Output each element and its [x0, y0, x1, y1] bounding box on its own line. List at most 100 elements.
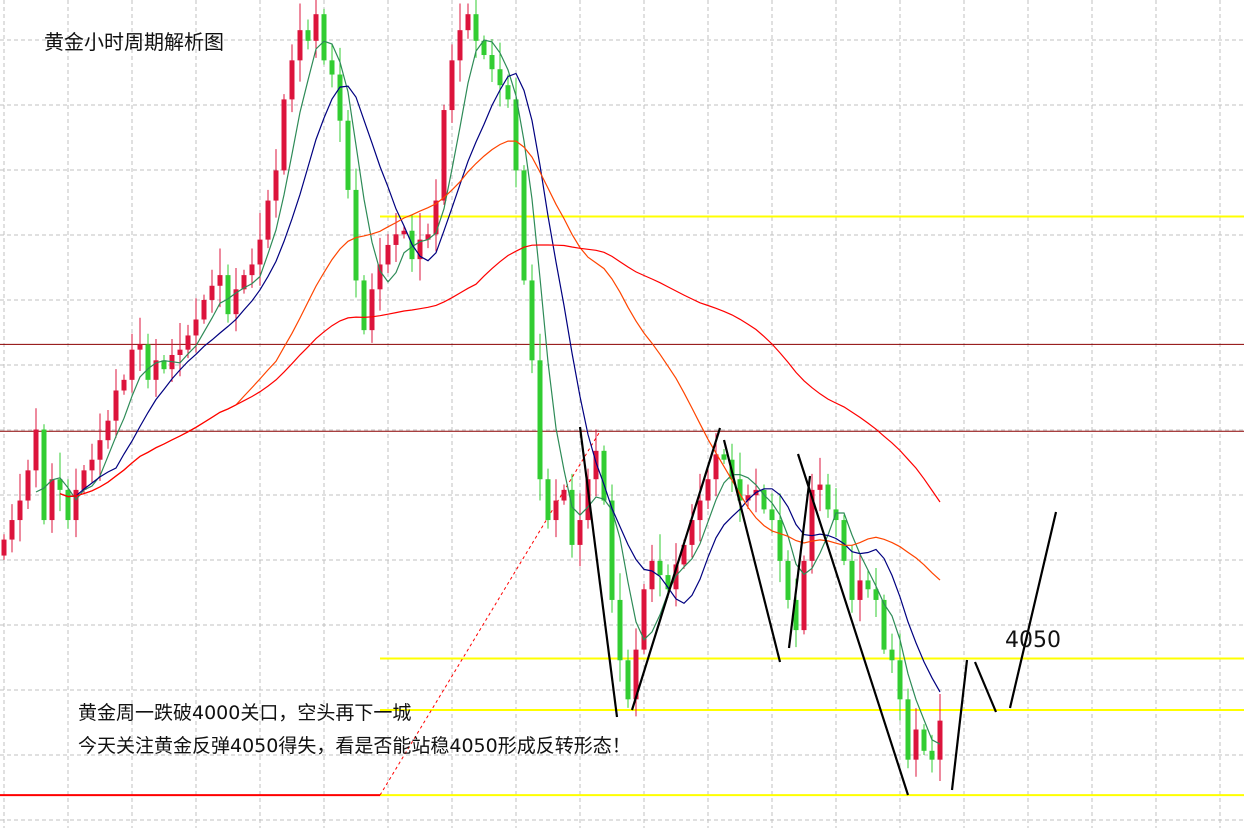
candle-body	[889, 649, 895, 661]
candle-body	[65, 489, 71, 521]
candle-body	[89, 459, 95, 471]
candle-body	[193, 319, 199, 336]
candle-body	[201, 299, 207, 320]
candle-body	[881, 599, 887, 650]
candle-body	[369, 289, 375, 331]
candle-body	[801, 560, 807, 631]
candle-body	[57, 479, 63, 490]
candle-body	[353, 189, 359, 281]
candle-body	[537, 360, 543, 480]
candle-body	[745, 495, 751, 501]
ma-30-line	[59, 140, 941, 581]
candle-body	[337, 74, 343, 121]
candle-body	[513, 99, 519, 171]
candle-body	[1, 539, 7, 556]
candle-body	[265, 200, 271, 240]
candle-body	[865, 580, 871, 590]
candle-body	[697, 500, 703, 521]
candle-body	[465, 14, 471, 31]
candle-body	[137, 344, 143, 350]
candle-body	[649, 560, 655, 590]
candle-body	[425, 234, 431, 240]
trend-drawings	[578, 426, 1058, 796]
candle-body	[281, 99, 287, 171]
candle-body	[345, 120, 351, 190]
candle-body	[185, 335, 191, 350]
candle-body	[81, 470, 87, 490]
candle-body	[873, 589, 879, 600]
candle-body	[593, 450, 599, 480]
candle-body	[521, 170, 527, 281]
candle-body	[481, 40, 487, 56]
candle-body	[417, 239, 423, 260]
candle-body	[97, 440, 103, 460]
candle-body	[769, 509, 775, 521]
candle-body	[929, 750, 935, 760]
candle-body	[737, 479, 743, 501]
candle-body	[17, 500, 23, 521]
candle-body	[689, 520, 695, 545]
candle-body	[585, 479, 591, 521]
candle-body	[385, 244, 391, 265]
candle-body	[777, 520, 783, 561]
candle-body	[9, 520, 15, 540]
chart-title: 黄金小时周期解析图	[44, 30, 224, 54]
candle-body	[177, 349, 183, 355]
candle-body	[49, 479, 55, 521]
candle-body	[913, 729, 919, 760]
candle-body	[273, 170, 279, 201]
candle-body	[161, 360, 167, 370]
annotation-breakdown: 黄金周一跌破4000关口，空头再下一城	[78, 702, 412, 724]
candle-body	[625, 660, 631, 700]
candle-body	[321, 14, 327, 61]
ma-5-line	[35, 39, 941, 745]
candle-body	[377, 264, 383, 290]
candle-body	[489, 55, 495, 70]
candle-body	[457, 30, 463, 61]
candle-body	[289, 60, 295, 100]
ma-60-line	[59, 244, 941, 503]
candle-body	[73, 489, 79, 521]
trend-line	[630, 427, 722, 711]
candle-body	[41, 429, 47, 521]
candle-body	[497, 69, 503, 86]
candle-body	[617, 599, 623, 661]
candle-body	[249, 264, 255, 276]
candle-body	[361, 280, 367, 331]
candle-body	[441, 110, 447, 201]
candle-body	[681, 544, 687, 565]
candle-body	[25, 470, 31, 501]
candle-body	[601, 450, 607, 501]
candle-body	[329, 60, 335, 75]
candle-body	[897, 660, 903, 700]
projection-line	[973, 661, 998, 713]
moving-averages	[35, 39, 941, 745]
candle-body	[849, 560, 855, 600]
candle-body	[937, 720, 943, 760]
candle-body	[705, 479, 711, 501]
candle-body	[393, 234, 399, 245]
candle-body	[633, 649, 639, 700]
candle-body	[721, 454, 727, 460]
candle-body	[609, 500, 615, 600]
candle-body	[121, 379, 127, 391]
candle-body	[641, 589, 647, 650]
candle-body	[129, 349, 135, 380]
candle-body	[785, 560, 791, 600]
candle-body	[297, 30, 303, 61]
trend-line	[787, 475, 812, 649]
candle-body	[761, 489, 767, 510]
candle-body	[793, 599, 799, 631]
candle-body	[569, 489, 575, 545]
level-label-4050: 4050	[1005, 628, 1061, 653]
candle-body	[825, 484, 831, 510]
candles	[1, 0, 943, 781]
candle-body	[401, 230, 407, 235]
candle-body	[241, 275, 247, 290]
candle-body	[921, 729, 927, 751]
candle-body	[817, 484, 823, 490]
trend-line	[578, 426, 619, 718]
candle-body	[105, 420, 111, 441]
